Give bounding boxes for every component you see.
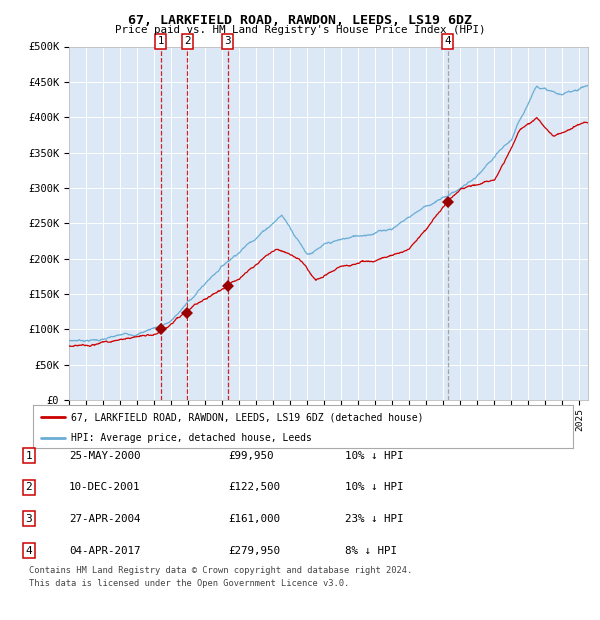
- Text: £99,950: £99,950: [228, 451, 274, 461]
- Text: 4: 4: [25, 546, 32, 556]
- Text: 2: 2: [184, 37, 191, 46]
- Text: £279,950: £279,950: [228, 546, 280, 556]
- Text: 10-DEC-2001: 10-DEC-2001: [69, 482, 140, 492]
- Text: 23% ↓ HPI: 23% ↓ HPI: [345, 514, 404, 524]
- Text: 10% ↓ HPI: 10% ↓ HPI: [345, 451, 404, 461]
- Text: 25-MAY-2000: 25-MAY-2000: [69, 451, 140, 461]
- Text: This data is licensed under the Open Government Licence v3.0.: This data is licensed under the Open Gov…: [29, 578, 349, 588]
- Text: 8% ↓ HPI: 8% ↓ HPI: [345, 546, 397, 556]
- Text: 3: 3: [25, 514, 32, 524]
- Text: 10% ↓ HPI: 10% ↓ HPI: [345, 482, 404, 492]
- Text: 1: 1: [157, 37, 164, 46]
- Text: £122,500: £122,500: [228, 482, 280, 492]
- Text: 27-APR-2004: 27-APR-2004: [69, 514, 140, 524]
- Text: 1: 1: [25, 451, 32, 461]
- Text: Price paid vs. HM Land Registry's House Price Index (HPI): Price paid vs. HM Land Registry's House …: [115, 25, 485, 35]
- Text: HPI: Average price, detached house, Leeds: HPI: Average price, detached house, Leed…: [71, 433, 311, 443]
- Text: 3: 3: [224, 37, 231, 46]
- Text: 4: 4: [445, 37, 451, 46]
- Text: 67, LARKFIELD ROAD, RAWDON, LEEDS, LS19 6DZ (detached house): 67, LARKFIELD ROAD, RAWDON, LEEDS, LS19 …: [71, 412, 424, 422]
- Text: 67, LARKFIELD ROAD, RAWDON, LEEDS, LS19 6DZ: 67, LARKFIELD ROAD, RAWDON, LEEDS, LS19 …: [128, 14, 472, 27]
- Text: Contains HM Land Registry data © Crown copyright and database right 2024.: Contains HM Land Registry data © Crown c…: [29, 566, 412, 575]
- Text: £161,000: £161,000: [228, 514, 280, 524]
- Text: 2: 2: [25, 482, 32, 492]
- Text: 04-APR-2017: 04-APR-2017: [69, 546, 140, 556]
